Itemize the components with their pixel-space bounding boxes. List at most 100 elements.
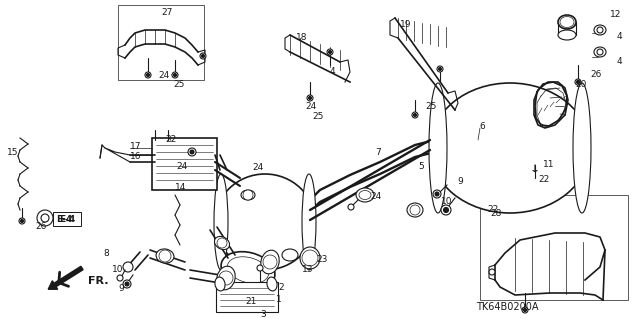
Ellipse shape xyxy=(558,30,576,40)
Ellipse shape xyxy=(260,250,279,274)
Ellipse shape xyxy=(407,203,423,217)
Ellipse shape xyxy=(267,277,277,291)
Text: 5: 5 xyxy=(418,162,424,171)
Bar xyxy=(152,138,217,190)
Ellipse shape xyxy=(356,188,374,202)
Ellipse shape xyxy=(300,247,320,269)
Circle shape xyxy=(444,207,449,212)
Text: 19: 19 xyxy=(400,20,412,29)
Text: 27: 27 xyxy=(161,8,172,17)
Text: 13: 13 xyxy=(302,265,314,274)
Text: 20: 20 xyxy=(575,80,586,89)
Text: 24: 24 xyxy=(158,71,169,80)
FancyArrow shape xyxy=(48,266,83,289)
Text: 11: 11 xyxy=(543,160,554,169)
Text: 21: 21 xyxy=(245,297,257,306)
Text: 25: 25 xyxy=(312,112,323,121)
Ellipse shape xyxy=(227,257,269,283)
Ellipse shape xyxy=(217,266,236,290)
Text: 24: 24 xyxy=(305,102,316,111)
Circle shape xyxy=(577,80,579,84)
Circle shape xyxy=(308,97,312,100)
Text: 23: 23 xyxy=(316,255,328,264)
Circle shape xyxy=(327,49,333,55)
Bar xyxy=(118,5,204,80)
Circle shape xyxy=(597,49,603,55)
Circle shape xyxy=(307,95,313,101)
Text: 24: 24 xyxy=(370,192,381,201)
Circle shape xyxy=(145,72,151,78)
Text: 10: 10 xyxy=(112,265,124,274)
Circle shape xyxy=(257,265,263,271)
Circle shape xyxy=(200,53,206,59)
Circle shape xyxy=(328,50,332,54)
Text: FR.: FR. xyxy=(88,276,109,286)
Ellipse shape xyxy=(594,25,606,35)
Text: E-4: E-4 xyxy=(59,214,75,224)
Ellipse shape xyxy=(214,174,228,270)
Text: 26: 26 xyxy=(35,222,46,231)
Ellipse shape xyxy=(282,249,298,261)
Circle shape xyxy=(438,68,442,70)
Circle shape xyxy=(172,72,178,78)
Text: 17: 17 xyxy=(130,142,141,151)
Circle shape xyxy=(159,250,171,262)
Ellipse shape xyxy=(573,83,591,213)
Circle shape xyxy=(190,150,194,154)
Text: 6: 6 xyxy=(479,122,484,131)
Circle shape xyxy=(441,205,451,215)
Text: 9: 9 xyxy=(118,284,124,293)
Text: 22: 22 xyxy=(538,175,549,184)
Ellipse shape xyxy=(215,174,315,270)
Ellipse shape xyxy=(359,190,371,199)
Circle shape xyxy=(263,255,277,269)
Text: 16: 16 xyxy=(130,152,141,161)
Bar xyxy=(216,282,278,312)
Circle shape xyxy=(348,204,354,210)
Circle shape xyxy=(433,190,441,198)
Text: 12: 12 xyxy=(610,10,621,19)
Circle shape xyxy=(147,73,150,77)
Text: 18: 18 xyxy=(296,33,307,42)
Ellipse shape xyxy=(221,252,275,288)
Text: 25: 25 xyxy=(425,102,436,111)
Text: 7: 7 xyxy=(375,148,381,157)
Bar xyxy=(53,212,81,226)
Ellipse shape xyxy=(241,190,255,200)
Circle shape xyxy=(243,190,253,200)
Text: 2: 2 xyxy=(278,283,284,292)
Circle shape xyxy=(202,55,205,57)
Text: 9: 9 xyxy=(457,177,463,186)
Text: 1: 1 xyxy=(276,295,282,304)
Circle shape xyxy=(217,238,227,248)
Circle shape xyxy=(219,271,233,285)
Text: E-4: E-4 xyxy=(56,215,72,224)
Circle shape xyxy=(412,112,418,118)
Circle shape xyxy=(37,210,53,226)
Text: 24: 24 xyxy=(176,162,188,171)
Circle shape xyxy=(489,269,495,275)
Circle shape xyxy=(123,262,133,272)
Text: TK64B0200A: TK64B0200A xyxy=(476,302,538,312)
Ellipse shape xyxy=(214,236,230,249)
Ellipse shape xyxy=(594,47,606,57)
Circle shape xyxy=(117,275,123,281)
Circle shape xyxy=(20,219,24,222)
Ellipse shape xyxy=(429,83,447,213)
Circle shape xyxy=(435,192,439,196)
Circle shape xyxy=(597,27,603,33)
Text: 8: 8 xyxy=(103,249,109,258)
Text: 28: 28 xyxy=(490,209,501,218)
Text: 10: 10 xyxy=(441,197,452,206)
Ellipse shape xyxy=(215,277,225,291)
Circle shape xyxy=(524,308,527,311)
Circle shape xyxy=(188,148,196,156)
Circle shape xyxy=(173,73,177,77)
Text: 25: 25 xyxy=(173,80,184,89)
Ellipse shape xyxy=(430,83,590,213)
Ellipse shape xyxy=(302,174,316,270)
Text: 26: 26 xyxy=(590,70,602,79)
Ellipse shape xyxy=(558,15,576,29)
Circle shape xyxy=(19,218,25,224)
Text: 14: 14 xyxy=(175,183,186,192)
